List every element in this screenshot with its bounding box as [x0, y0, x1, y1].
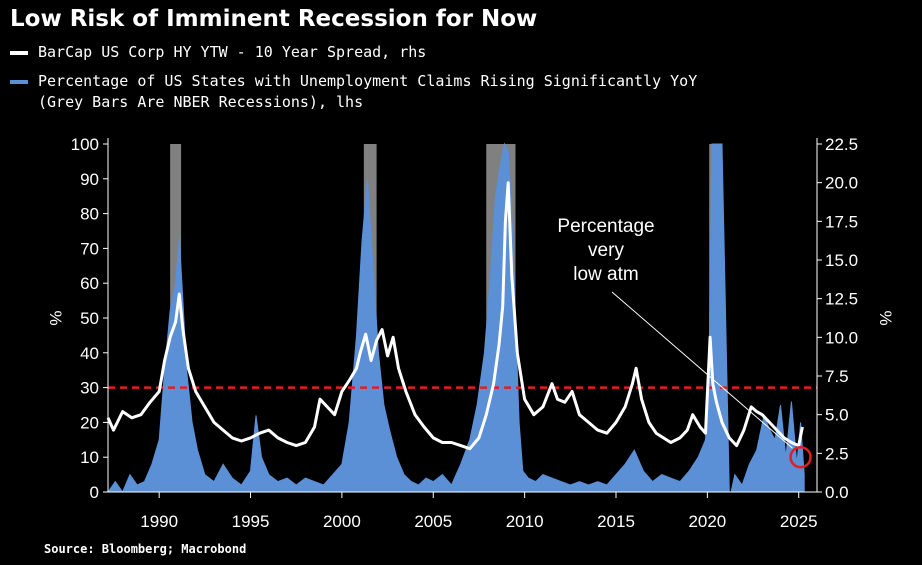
- x-tick-label: 2010: [506, 512, 544, 531]
- left-tick-label: 60: [80, 274, 99, 293]
- annotation-text: low atm: [573, 264, 638, 285]
- x-tick-label: 2000: [323, 512, 361, 531]
- left-tick-label: 50: [80, 309, 99, 328]
- right-axis-unit: %: [876, 310, 895, 325]
- left-tick-label: 20: [80, 413, 99, 432]
- right-tick-label: 17.5: [825, 212, 858, 231]
- x-tick-label: 1995: [232, 512, 270, 531]
- right-tick-label: 20.0: [825, 174, 858, 193]
- left-tick-label: 100: [71, 135, 99, 154]
- right-tick-label: 2.5: [825, 444, 849, 463]
- series-spread-line: [106, 181, 804, 451]
- legend-swatch-white: [10, 51, 28, 55]
- highlight-circle: [789, 445, 812, 469]
- right-tick-label: 7.5: [825, 367, 849, 386]
- x-tick-label: 2025: [780, 512, 818, 531]
- right-tick-label: 10.0: [825, 328, 858, 347]
- left-tick-label: 10: [80, 448, 99, 467]
- left-axis-unit: %: [46, 310, 65, 325]
- left-tick-label: 30: [80, 379, 99, 398]
- left-tick-label: 80: [80, 205, 99, 224]
- annotation-text: Percentage: [557, 216, 654, 237]
- x-tick-label: 2005: [414, 512, 452, 531]
- right-tick-label: 12.5: [825, 290, 858, 309]
- x-tick-label: 1990: [140, 512, 178, 531]
- chart-title: Low Risk of Imminent Recession for Now: [10, 6, 538, 32]
- right-tick-label: 15.0: [825, 251, 858, 270]
- legend-label-states-cont: (Grey Bars Are NBER Recessions), lhs: [38, 93, 364, 111]
- x-tick-label: 2020: [688, 512, 726, 531]
- source-note: Source: Bloomberg; Macrobond: [44, 542, 247, 556]
- left-tick-label: 0: [90, 483, 99, 502]
- left-tick-label: 90: [80, 170, 99, 189]
- left-tick-label: 70: [80, 239, 99, 258]
- left-tick-label: 40: [80, 344, 99, 363]
- annotation-arrow: [611, 291, 793, 449]
- legend-label-states: Percentage of US States with Unemploymen…: [38, 72, 698, 90]
- right-tick-label: 0.0: [825, 483, 849, 502]
- legend-label-spread: BarCap US Corp HY YTW - 10 Year Spread, …: [38, 43, 427, 61]
- legend-swatch-blue: [10, 80, 28, 84]
- right-tick-label: 5.0: [825, 406, 849, 425]
- series-states-area: [107, 142, 805, 494]
- annotation-text: very: [588, 240, 624, 261]
- x-tick-label: 2015: [597, 512, 635, 531]
- right-tick-label: 22.5: [825, 135, 858, 154]
